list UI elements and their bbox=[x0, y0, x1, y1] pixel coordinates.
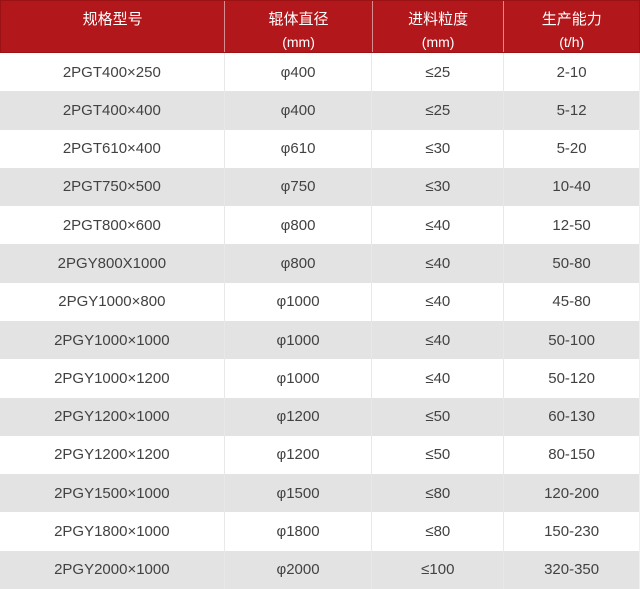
table-row: 2PGY800X1000 φ800 ≤40 50-80 bbox=[0, 244, 639, 283]
table-row: 2PGT750×500 φ750 ≤30 10-40 bbox=[0, 167, 639, 207]
column-header-feed-size: 进料粒度 (mm) bbox=[373, 1, 505, 52]
column-header-model-label: 规格型号 bbox=[82, 11, 143, 28]
cell-capacity: 50-100 bbox=[548, 331, 595, 349]
cell-model: 2PGT750×500 bbox=[0, 167, 225, 207]
column-header-feed-size-unit: (mm) bbox=[421, 34, 455, 50]
cell-model: 2PGT610×400 bbox=[0, 129, 225, 168]
cell-roller-diameter: φ610 bbox=[225, 129, 373, 168]
cell-feed-size: ≤25 bbox=[372, 91, 505, 130]
cell-model: 2PGY1200×1200 bbox=[0, 435, 225, 475]
table-row: 2PGT610×400 φ610 ≤30 5-20 bbox=[0, 129, 639, 168]
cell-feed-size: ≤40 bbox=[372, 359, 505, 398]
column-header-roller-diameter: 辊体直径 (mm) bbox=[225, 1, 373, 52]
cell-capacity: 12-50 bbox=[552, 216, 591, 234]
column-header-roller-diameter-label: 辊体直径 bbox=[268, 11, 329, 28]
table-row: 2PGY2000×1000 φ2000 ≤100 320-350 bbox=[0, 550, 639, 589]
table-row: 2PGT400×400 φ400 ≤25 5-12 bbox=[0, 91, 639, 130]
cell-roller-diameter: φ1800 bbox=[225, 512, 373, 551]
table-row: 2PGY1200×1000 φ1200 ≤50 60-130 bbox=[0, 397, 639, 436]
cell-roller-diameter: φ800 bbox=[225, 244, 373, 283]
cell-model: 2PGY1000×1200 bbox=[0, 359, 225, 398]
cell-feed-size: ≤80 bbox=[372, 512, 505, 551]
column-header-roller-diameter-unit: (mm) bbox=[282, 34, 315, 50]
cell-roller-diameter: φ800 bbox=[225, 206, 373, 245]
table-row: 2PGY1000×800 φ1000 ≤40 45-80 bbox=[0, 282, 639, 321]
cell-feed-size: ≤80 bbox=[372, 474, 505, 513]
cell-feed-size: ≤25 bbox=[372, 53, 505, 92]
cell-roller-diameter: φ1000 bbox=[225, 320, 373, 360]
table-header-row: 规格型号 辊体直径 (mm) 进料粒度 (mm) 生产能力 (t/h) bbox=[0, 0, 640, 53]
table-row: 2PGY1200×1200 φ1200 ≤50 80-150 bbox=[0, 435, 639, 475]
cell-roller-diameter: φ750 bbox=[225, 167, 373, 207]
table-row: 2PGY1000×1000 φ1000 ≤40 50-100 bbox=[0, 320, 639, 360]
cell-capacity: 5-12 bbox=[556, 101, 587, 119]
cell-roller-diameter: φ1500 bbox=[225, 474, 373, 513]
cell-model: 2PGY1500×1000 bbox=[0, 474, 225, 513]
cell-roller-diameter: φ2000 bbox=[225, 550, 373, 589]
cell-capacity: 60-130 bbox=[548, 408, 595, 426]
cell-feed-size: ≤100 bbox=[372, 550, 505, 589]
column-header-capacity-label: 生产能力 bbox=[541, 11, 602, 28]
cell-capacity: 45-80 bbox=[552, 293, 591, 311]
cell-feed-size: ≤40 bbox=[372, 206, 505, 245]
cell-roller-diameter: φ1000 bbox=[225, 282, 373, 321]
cell-capacity: 80-150 bbox=[548, 446, 595, 464]
column-header-capacity: 生产能力 (t/h) bbox=[504, 1, 639, 52]
table-row: 2PGY1800×1000 φ1800 ≤80 150-230 bbox=[0, 512, 639, 551]
cell-feed-size: ≤30 bbox=[372, 129, 505, 168]
cell-feed-size: ≤40 bbox=[372, 244, 505, 283]
cell-capacity: 5-20 bbox=[556, 140, 587, 158]
cell-capacity: 150-230 bbox=[544, 523, 600, 541]
cell-roller-diameter: φ1200 bbox=[225, 435, 373, 475]
cell-roller-diameter: φ1200 bbox=[225, 397, 373, 436]
table-row: 2PGY1500×1000 φ1500 ≤80 120-200 bbox=[0, 474, 639, 513]
cell-feed-size: ≤40 bbox=[372, 282, 505, 321]
cell-capacity: 50-120 bbox=[548, 369, 595, 387]
column-header-feed-size-label: 进料粒度 bbox=[408, 11, 469, 28]
cell-feed-size: ≤40 bbox=[372, 320, 505, 360]
cell-roller-diameter: φ400 bbox=[225, 53, 373, 92]
table-row: 2PGY1000×1200 φ1000 ≤40 50-120 bbox=[0, 359, 639, 398]
cell-capacity: 50-80 bbox=[552, 255, 591, 273]
cell-model: 2PGY1000×800 bbox=[0, 282, 225, 321]
cell-model: 2PGY2000×1000 bbox=[0, 550, 225, 589]
cell-model: 2PGY800X1000 bbox=[0, 244, 225, 283]
cell-model: 2PGT400×400 bbox=[0, 91, 225, 130]
table-row: 2PGT800×600 φ800 ≤40 12-50 bbox=[0, 206, 639, 245]
column-header-capacity-unit: (t/h) bbox=[559, 34, 585, 50]
cell-capacity: 120-200 bbox=[544, 484, 600, 502]
cell-roller-diameter: φ400 bbox=[225, 91, 373, 130]
table-body: 2PGT400×250 φ400 ≤25 2-10 2PGT400×400 φ4… bbox=[0, 53, 640, 589]
cell-capacity: 10-40 bbox=[552, 178, 591, 196]
cell-capacity: 320-350 bbox=[544, 561, 600, 579]
cell-feed-size: ≤50 bbox=[372, 397, 505, 436]
cell-feed-size: ≤30 bbox=[372, 167, 505, 207]
cell-model: 2PGT800×600 bbox=[0, 206, 225, 245]
cell-model: 2PGY1000×1000 bbox=[0, 320, 225, 360]
cell-capacity: 2-10 bbox=[556, 63, 587, 81]
cell-roller-diameter: φ1000 bbox=[225, 359, 373, 398]
cell-feed-size: ≤50 bbox=[372, 435, 505, 475]
cell-model: 2PGY1200×1000 bbox=[0, 397, 225, 436]
column-header-model: 规格型号 bbox=[1, 1, 226, 52]
cell-model: 2PGY1800×1000 bbox=[0, 512, 225, 551]
cell-model: 2PGT400×250 bbox=[0, 53, 225, 92]
table-row: 2PGT400×250 φ400 ≤25 2-10 bbox=[0, 53, 639, 92]
